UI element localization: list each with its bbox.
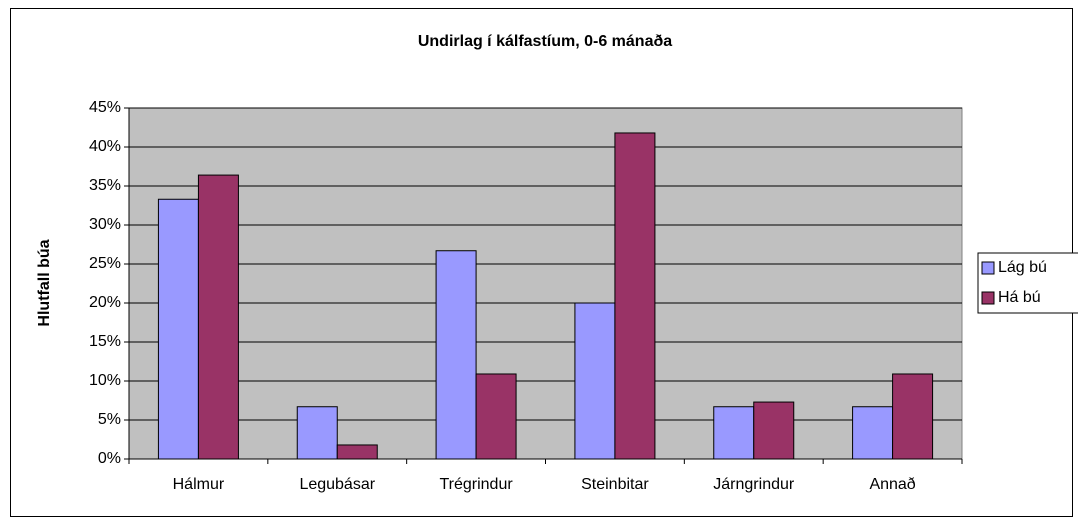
bar (296, 406, 338, 460)
bar (852, 406, 894, 460)
x-tick-label: Annað (869, 476, 915, 493)
y-tick-label: 10% (89, 372, 121, 389)
y-tick-label: 40% (89, 138, 121, 155)
x-tick-label: Járngrindur (713, 476, 795, 493)
plot-area (128, 107, 963, 460)
bar (713, 406, 755, 460)
x-tick-label: Hálmur (173, 476, 225, 493)
y-tick-label: 25% (89, 255, 121, 272)
y-tick-label: 30% (89, 216, 121, 233)
bar (574, 302, 616, 460)
y-tick-label: 20% (89, 294, 121, 311)
y-tick-label: 5% (98, 411, 121, 428)
y-tick-label: 15% (89, 333, 121, 350)
legend-label: Lág bú (998, 259, 1047, 276)
bar (197, 174, 239, 460)
legend-box (977, 252, 1078, 314)
bar (475, 373, 517, 460)
y-tick-label: 0% (98, 450, 121, 467)
legend-swatch (981, 261, 995, 275)
bar (892, 373, 934, 460)
y-tick-label: 35% (89, 177, 121, 194)
y-axis-label: Hlutfall búa (36, 239, 53, 326)
x-tick-label: Steinbitar (581, 476, 649, 493)
bar (336, 444, 378, 460)
chart-title: Undirlag í kálfastíum, 0-6 mánaða (418, 33, 672, 50)
y-tick-label: 45% (89, 99, 121, 116)
x-tick-label: Trégrindur (439, 476, 513, 493)
bar (753, 401, 795, 460)
bar (157, 198, 199, 460)
bar (435, 250, 477, 460)
bar (614, 132, 656, 460)
legend-swatch (981, 291, 995, 305)
x-tick-label: Legubásar (299, 476, 375, 493)
legend-label: Há bú (998, 289, 1041, 306)
